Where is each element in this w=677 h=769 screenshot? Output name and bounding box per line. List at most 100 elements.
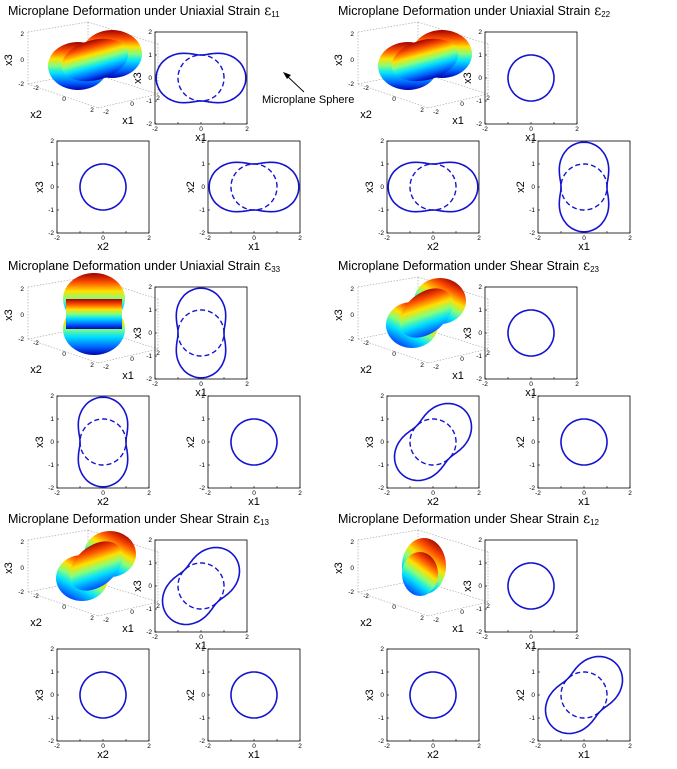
y-tick-label: 2 <box>380 138 384 145</box>
z-tick-label: 0 <box>350 312 354 319</box>
y-axis-label: x3 <box>34 181 46 193</box>
z-axis-label: x3 <box>333 309 345 321</box>
box-edge <box>357 579 419 593</box>
deformed-curve <box>175 287 227 379</box>
z-tick-label: 2 <box>350 31 354 38</box>
x-tick-label: 2 <box>575 634 579 641</box>
x-tick-label: 0 <box>101 235 105 242</box>
x1-axis-label: x1 <box>452 623 464 635</box>
y-tick-label: 1 <box>148 560 152 567</box>
x2-tick-label: -2 <box>363 340 369 347</box>
x-tick-label: 0 <box>582 235 586 242</box>
panel-ε13: Microplane Deformation under Shear Strai… <box>3 511 302 761</box>
y-tick-label: 2 <box>201 646 205 653</box>
x-tick-label: 2 <box>298 490 302 497</box>
x-tick-label: 0 <box>582 490 586 497</box>
deformed-curve <box>77 396 129 488</box>
surface-lobe <box>402 552 438 596</box>
y-tick-label: 1 <box>380 161 384 168</box>
axes-frame <box>207 395 301 489</box>
strain-symbol: ε <box>253 511 260 527</box>
x1-tick-label: 2 <box>486 603 490 610</box>
z-tick-label: 2 <box>350 539 354 546</box>
box-edge <box>357 21 419 33</box>
panel-title: Microplane Deformation under Uniaxial St… <box>338 3 611 19</box>
x-axis-label: x2 <box>97 496 109 508</box>
x-tick-label: 2 <box>477 235 481 242</box>
y-tick-label: -1 <box>146 606 152 613</box>
axes-frame <box>207 648 301 742</box>
y-axis-label: x3 <box>364 689 376 701</box>
y-tick-label: -2 <box>199 738 205 745</box>
axes-frame <box>56 395 150 489</box>
y-tick-label: 2 <box>531 646 535 653</box>
panel-ε23: Microplane Deformation under Shear Strai… <box>333 258 632 508</box>
y-tick-label: -1 <box>476 606 482 613</box>
x1-tick-label: -2 <box>433 617 439 624</box>
y-axis-label: x3 <box>34 436 46 448</box>
x2-tick-label: -2 <box>33 593 39 600</box>
x-tick-label: 2 <box>477 743 481 750</box>
x-axis-label: x2 <box>97 241 109 253</box>
microplane-sphere-curve <box>409 418 457 466</box>
deformed-curve <box>560 418 608 466</box>
y-tick-label: 1 <box>50 161 54 168</box>
view-bottom-left: -2-2 -1 0 0 1 2 2 x2 x3 <box>34 393 151 508</box>
axes-frame <box>537 395 631 489</box>
x-axis-label: x1 <box>195 387 207 399</box>
y-tick-label: -1 <box>48 207 54 214</box>
y-tick-label: 2 <box>148 537 152 544</box>
x-tick-label: -2 <box>152 634 158 641</box>
panel-title-text: Microplane Deformation under Uniaxial St… <box>8 259 260 273</box>
x-tick-label: 2 <box>477 490 481 497</box>
microplane-sphere-curve <box>560 671 608 719</box>
x2-tick-label: 2 <box>90 362 94 369</box>
x-tick-label: -2 <box>482 634 488 641</box>
x2-tick-label: 2 <box>90 615 94 622</box>
strain-symbol: ε <box>264 3 271 19</box>
y-tick-label: 1 <box>148 307 152 314</box>
y-tick-label: -2 <box>476 121 482 128</box>
y-tick-label: -1 <box>199 207 205 214</box>
panel-title-text: Microplane Deformation under Shear Strai… <box>338 259 579 273</box>
z-tick-label: 0 <box>20 312 24 319</box>
x-tick-label: -2 <box>535 490 541 497</box>
surface-waist <box>399 288 453 338</box>
x1-axis-label: x1 <box>452 370 464 382</box>
box-edge <box>357 529 419 541</box>
x-tick-label: 2 <box>298 743 302 750</box>
deformed-curve <box>79 671 127 719</box>
x-tick-label: 0 <box>199 634 203 641</box>
box-edge <box>357 276 419 288</box>
box-edge <box>357 591 429 617</box>
box-edge <box>97 93 159 109</box>
x-tick-label: -2 <box>152 381 158 388</box>
x-tick-label: 2 <box>147 235 151 242</box>
y-tick-label: -2 <box>199 230 205 237</box>
x-tick-label: -2 <box>535 235 541 242</box>
x-tick-label: 2 <box>245 381 249 388</box>
y-tick-label: -2 <box>476 376 482 383</box>
deformed-curve <box>161 546 241 626</box>
view-bottom-left: -2-2 -1 0 0 1 2 2 x2 x3 <box>364 646 481 761</box>
x-tick-label: 2 <box>575 126 579 133</box>
x-tick-label: -2 <box>384 235 390 242</box>
panel-ε33: Microplane Deformation under Uniaxial St… <box>3 258 302 508</box>
deformed-curve <box>393 402 473 482</box>
y-tick-label: -1 <box>48 462 54 469</box>
surface-waist <box>61 38 129 82</box>
x-tick-label: -2 <box>152 126 158 133</box>
x2-tick-label: -2 <box>363 593 369 600</box>
y-tick-label: -1 <box>476 353 482 360</box>
y-axis-label: x3 <box>462 327 474 339</box>
y-tick-label: -2 <box>529 738 535 745</box>
x2-tick-label: 0 <box>392 96 396 103</box>
box-edge <box>417 529 489 553</box>
y-tick-label: 1 <box>478 307 482 314</box>
x2-axis-label: x2 <box>360 617 372 629</box>
panel-title-text: Microplane Deformation under Shear Strai… <box>338 512 579 526</box>
x-axis-label: x1 <box>248 496 260 508</box>
panel-title-text: Microplane Deformation under Uniaxial St… <box>338 4 590 18</box>
